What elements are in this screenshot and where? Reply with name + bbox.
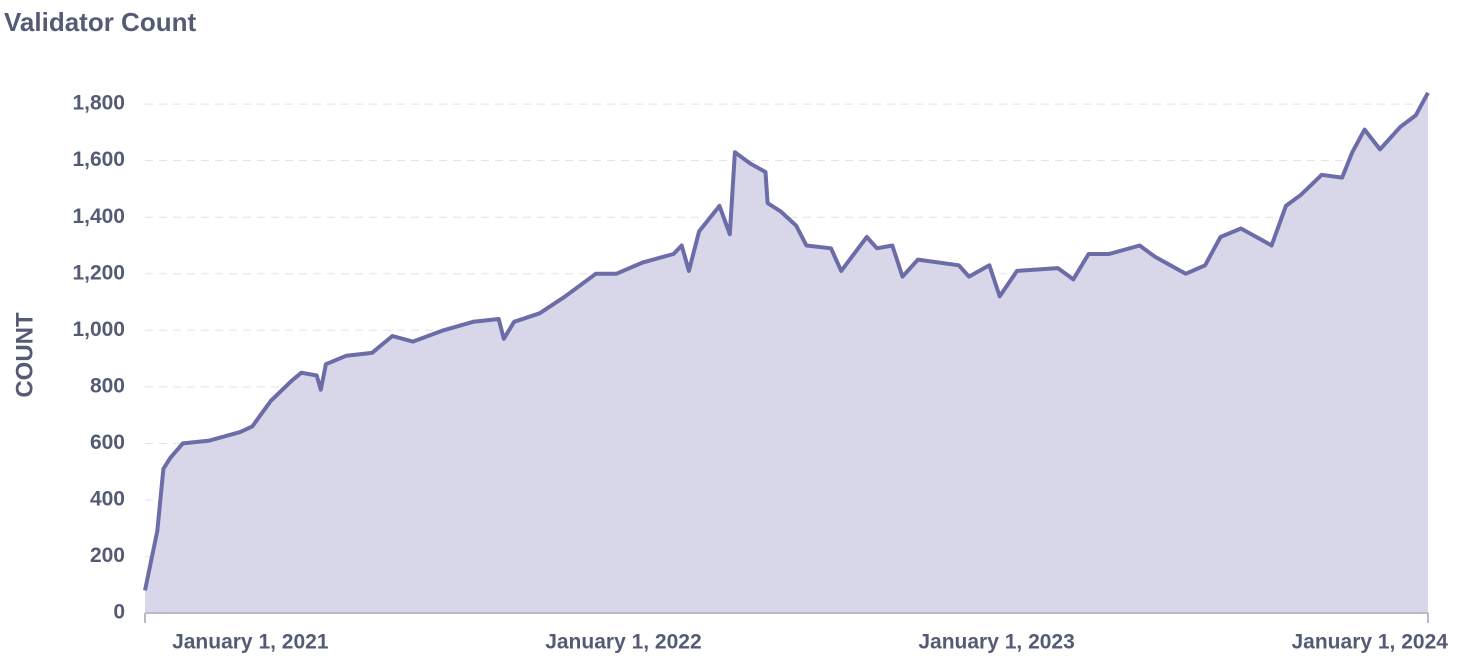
x-tick-label: January 1, 2024 — [1292, 631, 1449, 654]
y-tick-label: 0 — [113, 601, 125, 624]
x-tick-label: January 1, 2021 — [172, 631, 329, 654]
x-tick-label: January 1, 2023 — [918, 631, 1074, 654]
y-tick-label: 800 — [90, 374, 125, 397]
y-tick-label: 1,400 — [72, 205, 125, 228]
y-tick-label: 200 — [90, 544, 125, 567]
area — [145, 92, 1428, 614]
y-tick-label: 1,000 — [72, 318, 125, 341]
y-tick-label: 1,200 — [72, 261, 125, 284]
y-axis-label: COUNT — [11, 312, 38, 398]
line — [143, 91, 1430, 591]
y-tick-label: 400 — [90, 487, 125, 510]
chart-title: Validator Count — [4, 7, 196, 37]
y-tick-label: 1,600 — [72, 148, 125, 171]
y-tick-label: 1,800 — [72, 92, 125, 115]
x-tick-label: January 1, 2022 — [545, 631, 701, 654]
y-tick-label: 600 — [90, 431, 125, 454]
